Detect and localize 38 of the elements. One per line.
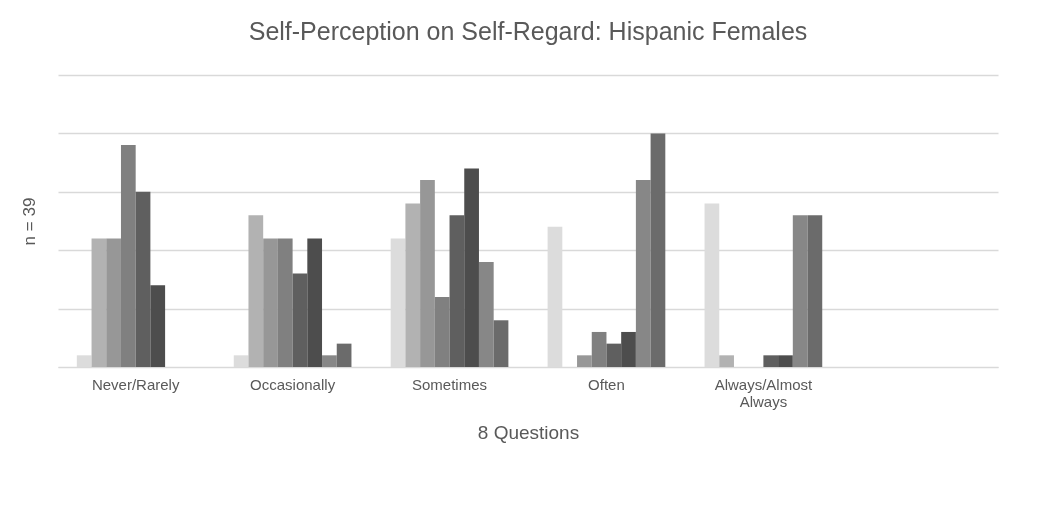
bar [591, 331, 607, 367]
bar [248, 215, 264, 367]
bar [464, 168, 479, 367]
bar [778, 355, 793, 367]
bar [792, 215, 808, 367]
x-tick-label: Never/Rarely [91, 375, 180, 393]
bar [91, 238, 107, 367]
y-axis-title: n = 39 [19, 197, 39, 246]
x-tick-label: Sometimes [412, 375, 488, 393]
bar [150, 285, 166, 367]
x-tick-label: Always/Almost Always [714, 375, 813, 410]
bar [322, 355, 337, 367]
bar [277, 238, 293, 367]
x-tick-label: Occasionally [250, 375, 336, 393]
bar [493, 320, 509, 367]
bar [807, 215, 823, 367]
bar [405, 203, 421, 367]
bar [606, 343, 622, 367]
x-tick-label: Often [588, 375, 625, 393]
bar [434, 296, 450, 367]
bar [120, 145, 136, 367]
bar [106, 238, 121, 367]
bar [478, 261, 494, 367]
bar [449, 215, 465, 367]
bar [263, 238, 278, 367]
x-axis-title: 8 Questions [477, 421, 580, 443]
chart-title: Self-Perception on Self-Regard: Hispanic Females [248, 17, 808, 45]
bar [420, 180, 435, 367]
bar [135, 191, 151, 367]
bar [719, 355, 734, 367]
bar [577, 355, 592, 367]
bar [621, 331, 636, 367]
bar [307, 238, 323, 367]
bar [635, 180, 651, 367]
bar [336, 343, 352, 367]
bar [292, 273, 308, 367]
bar [650, 133, 666, 367]
bar [763, 355, 779, 367]
